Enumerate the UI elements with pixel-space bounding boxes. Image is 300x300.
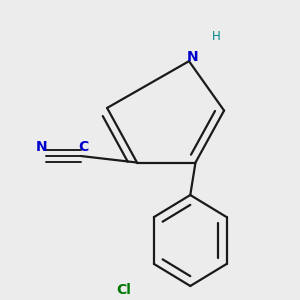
Text: H: H (212, 30, 221, 43)
Text: C: C (78, 140, 88, 154)
Text: N: N (35, 140, 47, 154)
Text: Cl: Cl (117, 283, 131, 297)
Text: N: N (187, 50, 199, 64)
